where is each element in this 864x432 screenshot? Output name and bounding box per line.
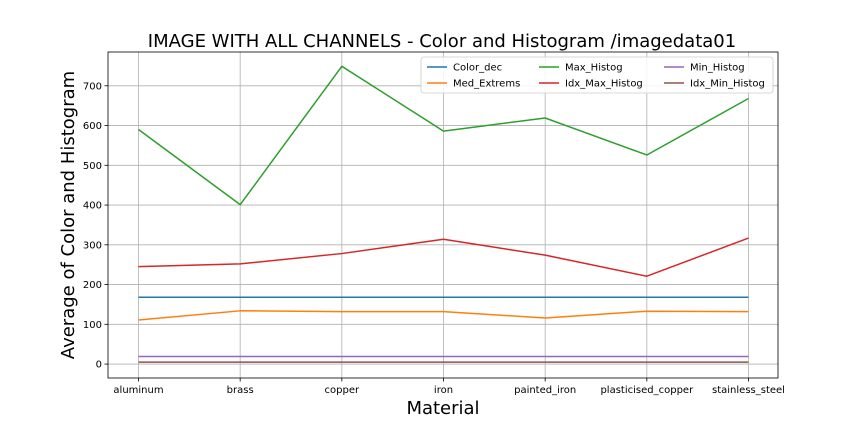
x-tick-label: aluminum (113, 385, 163, 396)
legend-label: Max_Histog (565, 63, 623, 74)
series-layer (138, 65, 749, 363)
y-axis-ticks: 0 100 200 300 400 500 600 700 (83, 81, 108, 371)
x-tick-label: brass (227, 385, 254, 396)
y-tick-label: 100 (83, 320, 102, 331)
x-tick-label: copper (325, 385, 360, 396)
series-line-max-histog (138, 65, 749, 206)
x-tick-label: iron (434, 385, 453, 396)
series-line-med-extrems (138, 310, 749, 321)
y-tick-label: 400 (83, 201, 102, 212)
x-tick-label: stainless_steel (712, 385, 785, 396)
y-tick-label: 300 (83, 240, 102, 251)
y-axis-title: Average of Color and Histogram (58, 71, 79, 359)
x-tick-label: plasticised_copper (600, 385, 694, 396)
series-line-idx-max-histog (138, 237, 749, 277)
chart-title: IMAGE WITH ALL CHANNELS - Color and Hist… (148, 31, 736, 52)
legend-label: Idx_Max_Histog (565, 79, 643, 90)
legend-label: Color_dec (453, 63, 502, 74)
legend-label: Min_Histog (690, 63, 745, 74)
y-tick-label: 700 (83, 81, 102, 92)
grid-lines (108, 52, 778, 378)
y-tick-label: 0 (96, 360, 102, 371)
y-tick-label: 600 (83, 121, 102, 132)
y-tick-label: 500 (83, 161, 102, 172)
legend-box (420, 56, 774, 94)
legend-label: Idx_Min_Histog (690, 79, 765, 90)
x-tick-label: painted_iron (514, 385, 576, 396)
plot-frame (107, 51, 779, 379)
x-axis-ticks: aluminum brass copper iron painted_iron plast… (113, 378, 785, 396)
legend-label: Med_Extrems (453, 79, 520, 90)
x-axis-title: Material (406, 398, 479, 419)
legend: Color_dec Med_Extrems Max_Histog Idx_Max_Hi… (420, 56, 774, 94)
y-tick-label: 200 (83, 280, 102, 291)
